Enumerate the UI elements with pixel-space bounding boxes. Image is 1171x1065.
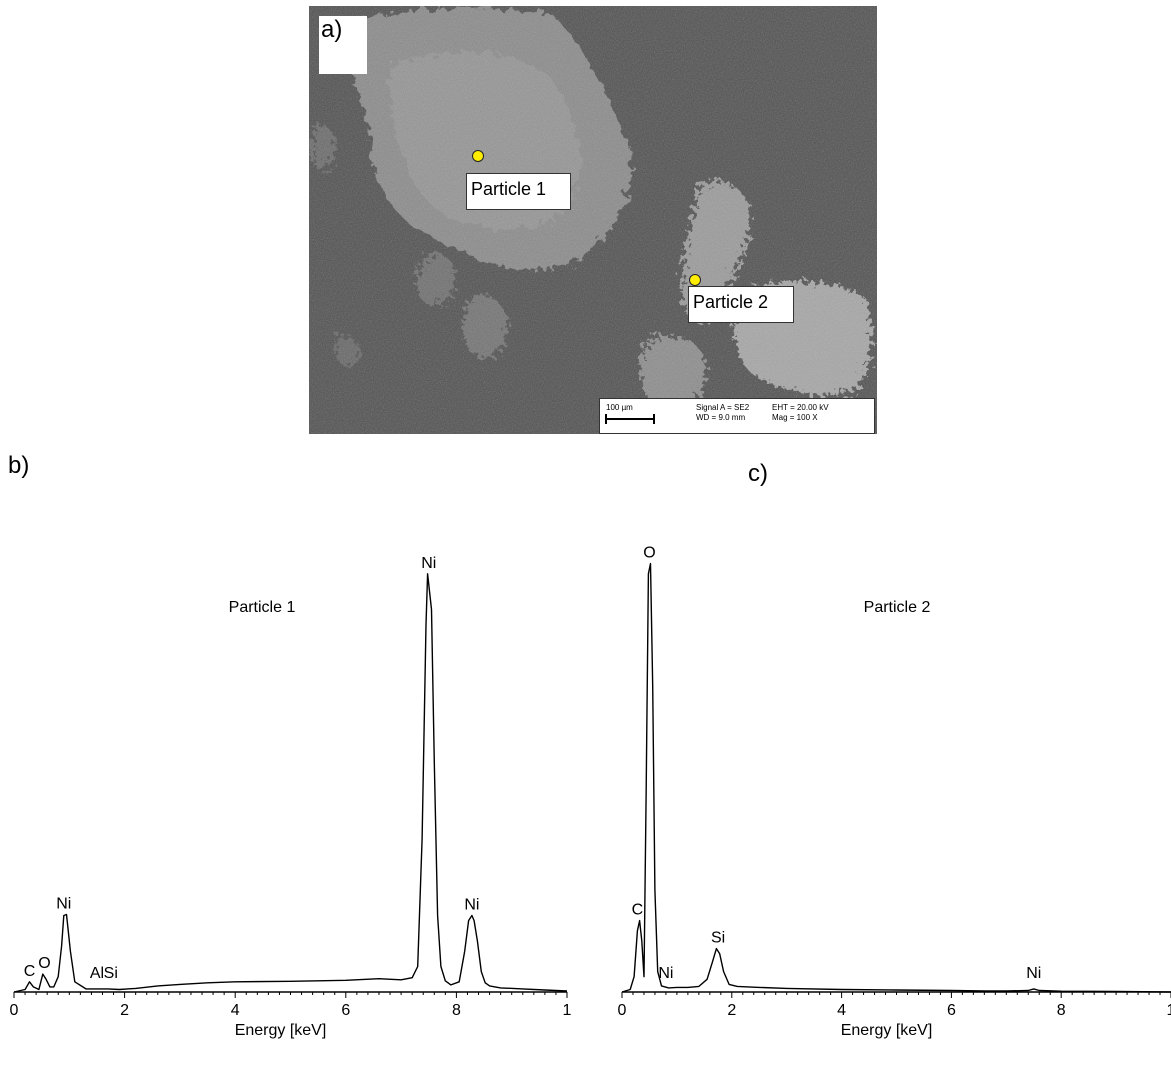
peak-label: Ni <box>1026 965 1041 982</box>
peak-label: Ni <box>464 897 479 914</box>
peak-label: C <box>632 902 644 919</box>
sem-info-bar: 100 µm Signal A = SE2 WD = 9.0 mm EHT = … <box>599 398 875 434</box>
spectrum-chart-2: 0 2 4 6 8 1 Energy [keV] Particle 2 C O Ni Si Ni <box>618 545 1171 1039</box>
particle-1-callout: Particle 1 <box>466 173 571 210</box>
x-tick-label: 0 <box>10 1002 19 1019</box>
panel-label-c: c) <box>748 460 768 487</box>
peak-label: O <box>38 955 50 972</box>
scale-bar <box>605 414 655 424</box>
chart-title: Particle 2 <box>864 599 931 616</box>
spectrum-line <box>13 573 568 993</box>
x-axis-label: Energy [keV] <box>841 1022 933 1039</box>
mag-readout: Mag = 100 X <box>772 413 818 422</box>
x-tick-label: 1 <box>1167 1002 1171 1019</box>
x-tick-label: 8 <box>452 1002 461 1019</box>
spectrum-line <box>621 562 1171 993</box>
sem-micrograph: a) Particle 1 Particle 2 100 µm Signal A… <box>309 6 877 434</box>
peak-label: Ni <box>56 895 71 912</box>
peak-label: C <box>24 963 36 980</box>
signal-readout: Signal A = SE2 <box>696 403 750 412</box>
peak-label: Si <box>104 965 118 982</box>
scale-bar-label: 100 µm <box>606 403 633 412</box>
particle-2-marker <box>689 274 701 286</box>
eht-readout: EHT = 20.00 kV <box>772 403 829 412</box>
peak-label: Ni <box>658 965 673 982</box>
x-tick-label: 0 <box>618 1002 627 1019</box>
x-tick-label: 6 <box>947 1002 956 1019</box>
x-tick-label: 6 <box>341 1002 350 1019</box>
peak-label: Ni <box>421 555 436 572</box>
peak-label: Si <box>711 930 725 947</box>
panel-label-a: a) <box>319 16 367 74</box>
wd-readout: WD = 9.0 mm <box>696 413 746 422</box>
x-tick-label: 8 <box>1057 1002 1066 1019</box>
particle-1-marker <box>472 150 484 162</box>
x-tick-label: 2 <box>120 1002 129 1019</box>
x-tick-label: 2 <box>727 1002 736 1019</box>
x-tick-label: 4 <box>837 1002 846 1019</box>
x-axis-label: Energy [keV] <box>235 1022 327 1039</box>
chart-title: Particle 1 <box>229 599 296 616</box>
spectrum-chart-1: 0 2 4 6 8 1 Energy [keV] Particle 1 C O Ni Al Si Ni Ni <box>10 555 572 1039</box>
peak-label: O <box>643 545 655 562</box>
x-tick-label: 4 <box>231 1002 240 1019</box>
particle-2-callout: Particle 2 <box>688 286 794 323</box>
peak-label: Al <box>90 965 104 982</box>
x-tick-label: 1 <box>563 1002 572 1019</box>
panel-label-b: b) <box>8 452 30 479</box>
